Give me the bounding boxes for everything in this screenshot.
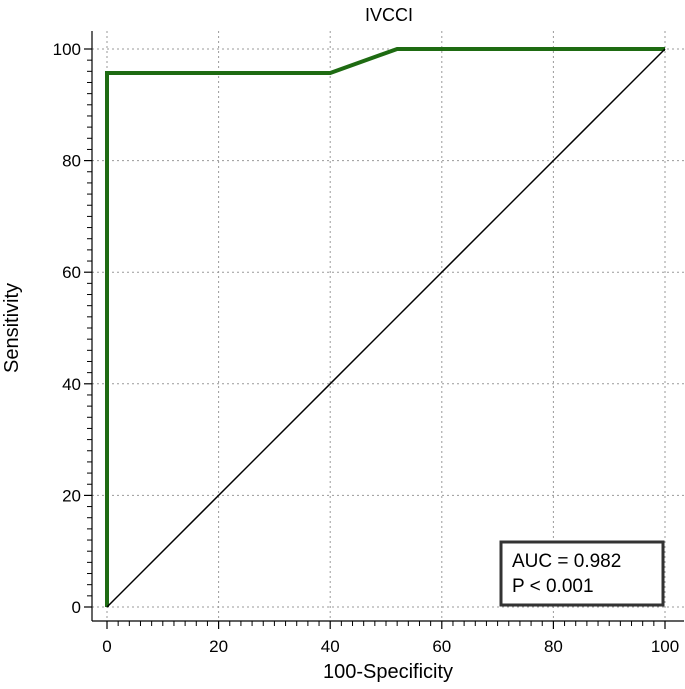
x-tick-label: 20 (209, 637, 228, 656)
y-tick-label: 80 (62, 152, 81, 171)
series (105, 47, 666, 608)
chart-title: IVCCI (365, 5, 413, 25)
ticks: 0 20 40 60 80 100 0 20 40 60 80 100 (53, 40, 680, 656)
y-axis-title: Sensitivity (1, 283, 23, 373)
y-tick-label: 20 (62, 486, 81, 505)
legend-frame (499, 540, 665, 607)
x-tick-label: 100 (651, 637, 679, 656)
grid (92, 31, 684, 621)
x-axis-title: 100-Specificity (323, 661, 453, 683)
reference-diagonal-series (106, 48, 666, 608)
y-tick-label: 40 (62, 375, 81, 394)
legend-box: AUC = 0.982 P < 0.001 (499, 540, 665, 607)
x-tick-label: 80 (544, 637, 563, 656)
axes (91, 31, 684, 622)
auc-annotation: AUC = 0.982 (512, 551, 621, 572)
roc-curve-series (105, 47, 665, 607)
p-value-annotation: P < 0.001 (512, 576, 594, 597)
y-tick-label: 60 (62, 263, 81, 282)
x-tick-label: 60 (432, 637, 451, 656)
y-tick-label: 0 (72, 598, 81, 617)
x-tick-label: 0 (102, 637, 111, 656)
y-tick-label: 100 (53, 40, 81, 59)
x-tick-label: 40 (321, 637, 340, 656)
